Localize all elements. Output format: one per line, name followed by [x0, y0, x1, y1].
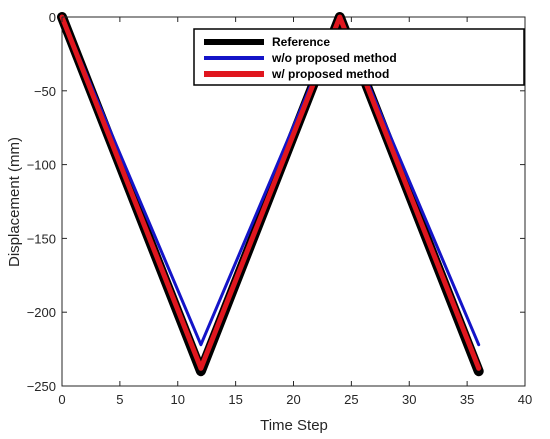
y-tick-label: −250 — [27, 379, 56, 394]
y-axis-title: Displacement (mm) — [6, 137, 23, 267]
x-axis: 0 5 10 15 20 25 30 35 40 — [58, 17, 532, 407]
legend-label-3: w/ proposed method — [271, 67, 389, 81]
x-tick-label: 30 — [402, 392, 416, 407]
x-tick-label: 0 — [58, 392, 65, 407]
y-axis: 0 −50 −100 −150 −200 −250 — [27, 10, 525, 394]
y-tick-label: −150 — [27, 231, 56, 246]
x-tick-label: 20 — [286, 392, 300, 407]
y-tick-label: −100 — [27, 158, 56, 173]
legend-label-1: Reference — [272, 35, 330, 49]
x-tick-label: 35 — [460, 392, 474, 407]
x-tick-label: 15 — [228, 392, 242, 407]
series-line-3 — [59, 14, 482, 371]
y-tick-label: 0 — [49, 10, 56, 25]
x-tick-label: 25 — [344, 392, 358, 407]
x-axis-title: Time Step — [260, 417, 328, 434]
legend: Reference w/o proposed method w/ proposed … — [193, 28, 525, 86]
x-tick-label: 10 — [171, 392, 185, 407]
x-tick-label: 40 — [518, 392, 532, 407]
y-tick-label: −200 — [27, 305, 56, 320]
y-tick-label: −50 — [34, 84, 56, 99]
series-line-2 — [60, 15, 481, 347]
x-tick-label: 5 — [116, 392, 123, 407]
legend-label-2: w/o proposed method — [271, 51, 397, 65]
